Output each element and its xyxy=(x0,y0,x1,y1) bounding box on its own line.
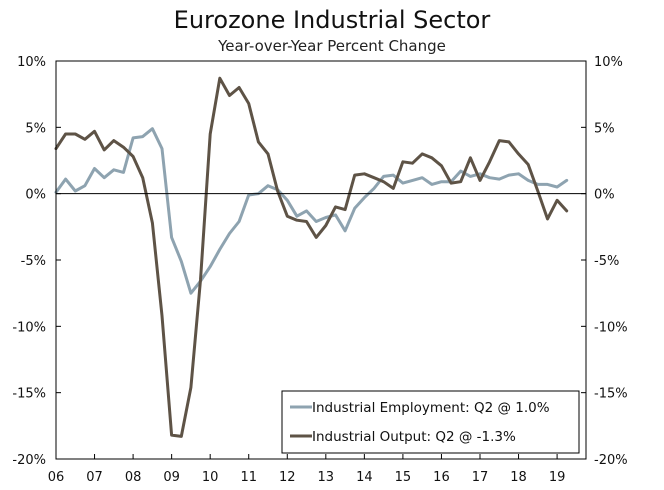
legend-label-employment: Industrial Employment: Q2 @ 1.0% xyxy=(312,400,550,416)
y-tick-label-right: 5% xyxy=(594,121,615,136)
x-tick-label: 07 xyxy=(86,470,103,485)
chart-title: Eurozone Industrial Sector xyxy=(173,6,491,34)
x-tick-label: 18 xyxy=(510,470,527,485)
y-tick-label-right: -10% xyxy=(594,320,628,335)
y-tick-label-right: 0% xyxy=(594,188,615,203)
x-tick-label: 17 xyxy=(472,470,489,485)
y-tick-label-left: -15% xyxy=(12,387,46,402)
x-tick-label: 14 xyxy=(356,470,373,485)
series-line-output xyxy=(54,76,569,438)
y-tick-label-right: -5% xyxy=(594,254,619,269)
chart-subtitle: Year-over-Year Percent Change xyxy=(218,37,446,55)
x-tick-label: 11 xyxy=(240,470,257,485)
legend: Industrial Employment: Q2 @ 1.0% Industr… xyxy=(281,390,580,454)
x-tick-label: 06 xyxy=(48,470,65,485)
x-tick-label: 10 xyxy=(202,470,219,485)
legend-box xyxy=(281,390,580,454)
y-tick-label-right: -15% xyxy=(594,387,628,402)
legend-label-output: Industrial Output: Q2 @ -1.3% xyxy=(312,429,516,445)
x-tick-label: 09 xyxy=(163,470,180,485)
x-tick-label: 16 xyxy=(433,470,450,485)
y-tick-label-left: 5% xyxy=(25,121,46,136)
y-tick-label-left: 10% xyxy=(17,55,46,70)
y-tick-label-left: -5% xyxy=(21,254,46,269)
x-tick-label: 15 xyxy=(395,470,412,485)
y-tick-label-left: 0% xyxy=(25,188,46,203)
tick-label-layer: 10% 10% 5% 5% 0% 0% -5% -5% -10% -10% -15% -15% -20%… xyxy=(12,55,627,485)
series-line-employment xyxy=(54,127,569,295)
x-tick-label: 12 xyxy=(279,470,296,485)
y-tick-label-right: 10% xyxy=(594,55,623,70)
series-layer xyxy=(54,76,569,438)
plot-frame xyxy=(55,60,587,460)
x-tick-label: 08 xyxy=(125,470,142,485)
y-tick-label-left: -10% xyxy=(12,320,46,335)
y-tick-label-left: -20% xyxy=(12,453,46,468)
y-tick-label-right: -20% xyxy=(594,453,628,468)
x-tick-label: 19 xyxy=(549,470,566,485)
x-tick-label: 13 xyxy=(318,470,335,485)
